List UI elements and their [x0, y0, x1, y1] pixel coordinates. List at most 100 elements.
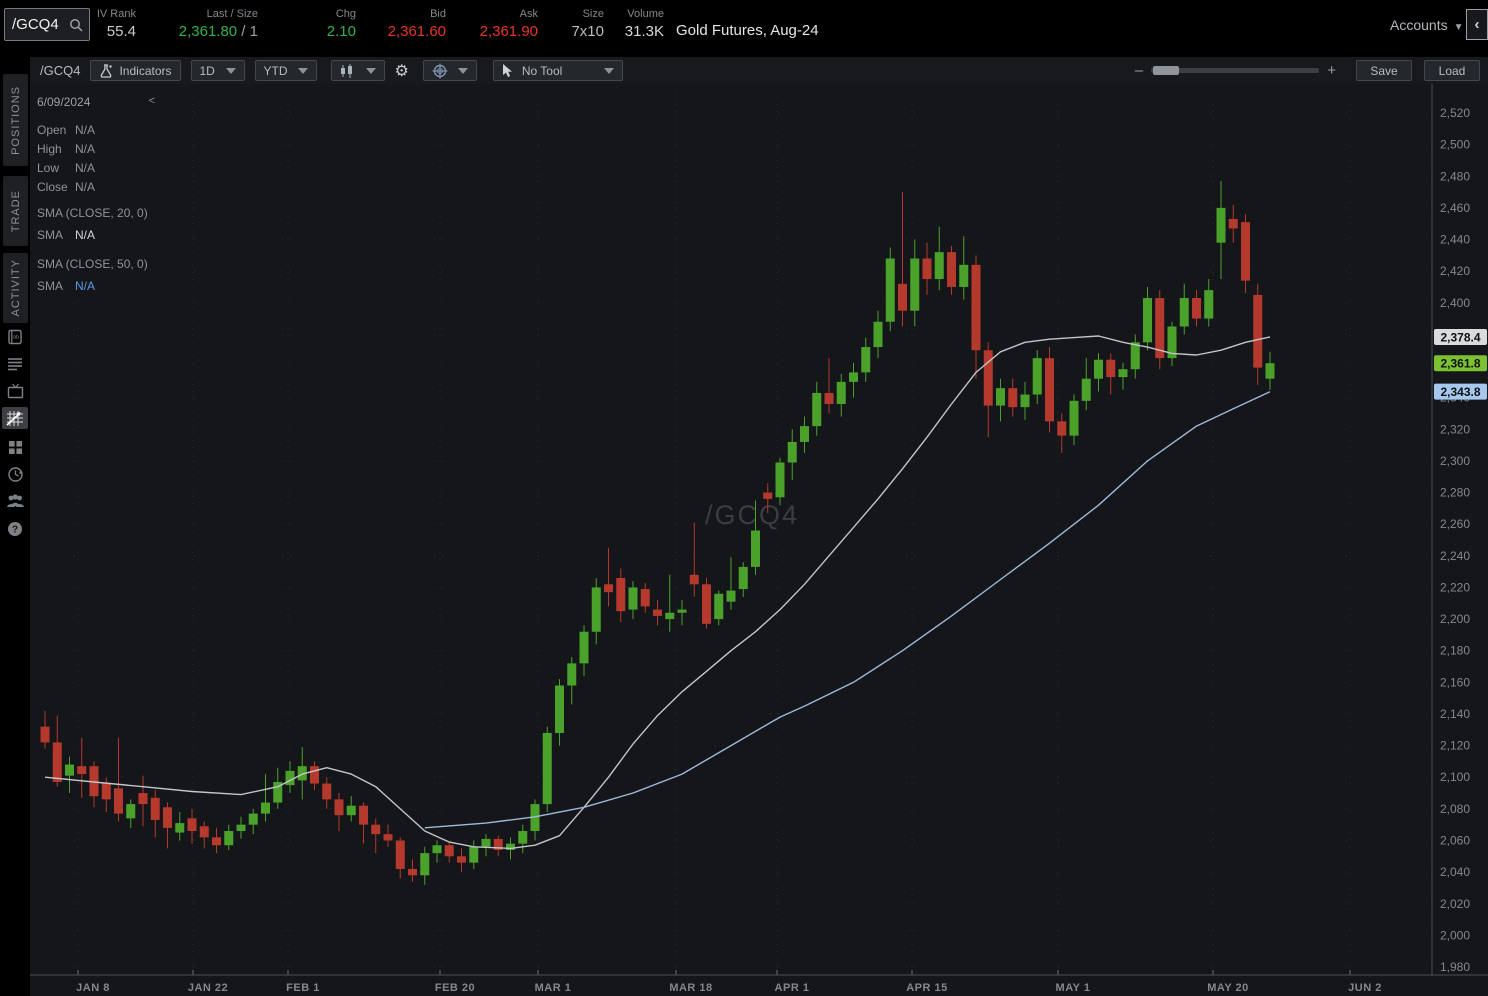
candle [1167, 326, 1177, 359]
svg-text:2,300: 2,300 [1440, 454, 1470, 468]
quote-size: Size 7x10 [556, 7, 604, 41]
save-button[interactable]: Save [1356, 60, 1412, 81]
chart-icon[interactable] [2, 407, 28, 429]
community-people-icon[interactable] [2, 490, 28, 512]
candle [689, 574, 699, 585]
svg-text:APR 1: APR 1 [775, 982, 810, 994]
svg-text:2,240: 2,240 [1440, 549, 1470, 563]
chart-settings-button[interactable]: ⚙ [393, 60, 411, 81]
range-dropdown[interactable]: YTD [254, 60, 317, 81]
candle [1143, 298, 1152, 343]
candle [751, 530, 760, 567]
date-back-arrow[interactable]: < [148, 95, 155, 107]
candle [714, 593, 724, 620]
candle [567, 663, 577, 686]
save-label: Save [1370, 63, 1398, 78]
timeframe-dropdown[interactable]: 1D [190, 60, 245, 81]
candle [187, 818, 197, 832]
chevron-down-icon [365, 67, 376, 74]
open-row: Open N/A [37, 123, 96, 137]
load-button[interactable]: Load [1424, 60, 1480, 81]
quote-value: 2,361.60 [387, 23, 446, 40]
chart-type-dropdown[interactable] [330, 60, 385, 81]
zoom-out-button[interactable]: – [1134, 62, 1144, 79]
zoom-slider[interactable] [1151, 66, 1320, 75]
tool-label: No Tool [521, 63, 563, 78]
collapse-panel-button[interactable]: ‹ [1466, 9, 1488, 40]
quote-value: 31.3K [624, 23, 664, 40]
candle [1228, 218, 1238, 229]
accounts-menu[interactable]: Accounts ▼ [1390, 17, 1464, 33]
chart-toolbar: /GCQ4 Indicators 1D YTD ⚙ No Tool [30, 57, 1488, 84]
chevron-down-icon: ▼ [1453, 22, 1464, 33]
sma50-title: SMA (CLOSE, 50, 0) [37, 257, 148, 271]
price-chart[interactable]: 2,5202,5002,4802,4602,4402,4202,4002,380… [30, 84, 1488, 996]
sidebar-tab-positions[interactable]: POSITIONS [3, 74, 28, 166]
candle [1020, 394, 1030, 408]
candle [1253, 294, 1263, 368]
symbol-search-box[interactable] [4, 8, 90, 41]
quote-value: 55.4 [106, 23, 136, 40]
svg-text:1,980: 1,980 [1440, 960, 1470, 974]
drawing-tool-dropdown[interactable]: No Tool [492, 60, 623, 81]
sidebar-tab-activity[interactable]: ACTIVITY [3, 253, 28, 323]
svg-text:MAR 18: MAR 18 [669, 982, 712, 994]
candle [812, 392, 822, 427]
candle [555, 685, 564, 733]
quote-ask: Ask 2,361.90 [456, 7, 538, 41]
ledger-icon[interactable]: ab [2, 326, 28, 348]
candle [224, 831, 234, 846]
search-icon[interactable] [69, 18, 83, 32]
candle [861, 347, 871, 373]
candle [1032, 358, 1042, 395]
candle [579, 631, 589, 664]
candle [346, 805, 356, 816]
svg-text:2,400: 2,400 [1440, 296, 1470, 310]
candle [1069, 400, 1079, 436]
candle [1094, 359, 1103, 379]
help-icon[interactable]: ? [2, 518, 28, 540]
chart-date: 6/09/2024 [37, 95, 91, 109]
quote-label: Last / Size [206, 8, 258, 20]
candle [89, 766, 99, 797]
candle [775, 462, 785, 498]
candle [65, 764, 74, 776]
candle [959, 264, 969, 287]
chart-watermark: /GCQ4 [705, 500, 799, 530]
quote-iv-rank: IV Rank 55.4 [66, 7, 136, 41]
crosshair-icon [432, 63, 448, 79]
candle [604, 584, 613, 593]
candle [726, 590, 736, 602]
crosshair-dropdown[interactable] [422, 60, 477, 81]
sma50-row: SMA N/A [37, 279, 96, 293]
svg-text:2,220: 2,220 [1440, 580, 1470, 594]
zoom-slider-thumb[interactable] [1153, 66, 1180, 75]
candle [1216, 207, 1226, 243]
svg-text:2,320: 2,320 [1440, 422, 1470, 436]
svg-text:ab: ab [13, 335, 19, 341]
candle [77, 766, 87, 775]
svg-text:2,200: 2,200 [1440, 612, 1470, 626]
ohlc-info-panel: 6/09/2024 < Open N/A High N/A Low N/A Close… [30, 88, 188, 300]
gear-icon: ⚙ [394, 62, 409, 80]
svg-text:2,420: 2,420 [1440, 264, 1470, 278]
grid-apps-icon[interactable] [2, 436, 28, 458]
candle [787, 441, 797, 463]
sidebar-tab-trade[interactable]: TRADE [3, 176, 28, 246]
svg-text:JUN 2: JUN 2 [1348, 982, 1382, 994]
svg-text:2,480: 2,480 [1440, 169, 1470, 183]
svg-text:2,280: 2,280 [1440, 486, 1470, 500]
candle [175, 823, 185, 833]
candlestick-chart-canvas[interactable]: 2,5202,5002,4802,4602,4402,4202,4002,380… [30, 84, 1488, 996]
indicators-button[interactable]: Indicators [90, 60, 181, 81]
quote-last-size: Last / Size 2,361.80 / 1 [150, 7, 258, 41]
candle [849, 372, 858, 382]
tv-icon[interactable] [2, 380, 28, 402]
svg-text:MAR 1: MAR 1 [535, 982, 572, 994]
history-clock-icon[interactable] [2, 463, 28, 485]
zoom-in-button[interactable]: + [1327, 62, 1336, 79]
svg-text:?: ? [12, 525, 18, 536]
watchlist-icon[interactable] [2, 353, 28, 375]
svg-text:2,080: 2,080 [1440, 802, 1470, 816]
symbol-input[interactable] [5, 16, 69, 33]
